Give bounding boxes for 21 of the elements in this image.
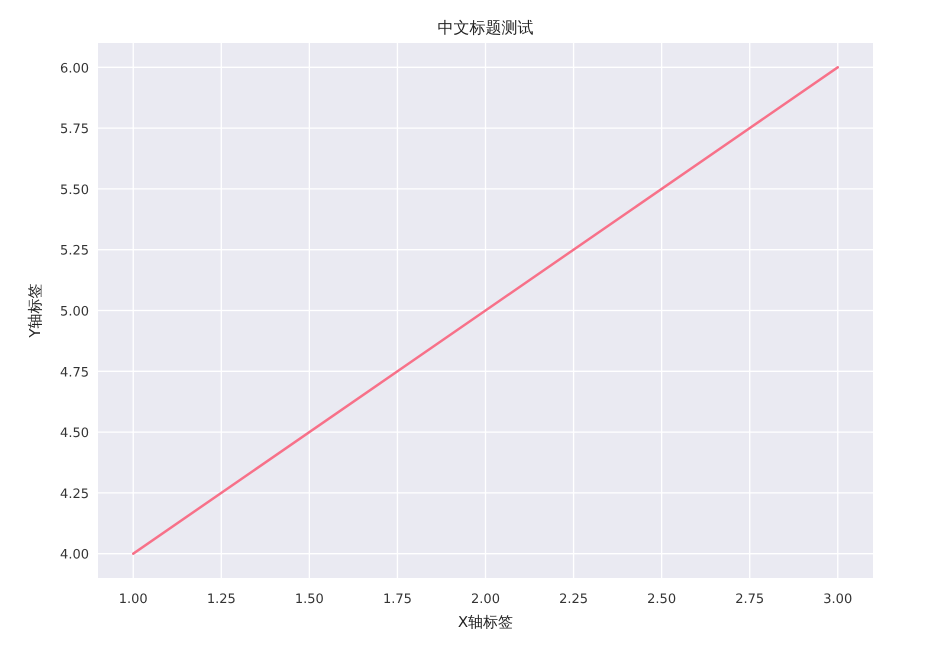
y-tick-label: 4.50 (60, 426, 89, 442)
y-axis-title: Y轴标签 (26, 283, 44, 339)
y-tick-label: 6.00 (60, 61, 89, 76)
chart-title: 中文标题测试 (438, 18, 534, 37)
x-tick-label: 1.25 (206, 592, 236, 607)
y-tick-label: 4.75 (60, 365, 89, 380)
y-tick-label: 5.75 (60, 122, 89, 138)
x-tick-label: 1.75 (382, 592, 412, 607)
y-tick-label: 4.00 (60, 548, 89, 563)
y-tick-label: 5.00 (60, 304, 89, 320)
y-tick-label: 5.50 (60, 182, 89, 198)
x-tick-label: 3.00 (823, 592, 852, 607)
x-tick-label: 1.00 (118, 592, 148, 607)
x-tick-label: 2.00 (471, 592, 500, 607)
x-tick-label: 2.75 (735, 592, 764, 607)
y-tick-label: 5.25 (60, 244, 89, 259)
x-tick-label: 2.50 (647, 592, 676, 607)
y-tick-label: 4.25 (60, 486, 89, 502)
x-tick-label: 1.50 (294, 592, 324, 607)
x-tick-label: 2.25 (559, 592, 588, 607)
x-axis-title: X轴标签 (458, 613, 514, 631)
